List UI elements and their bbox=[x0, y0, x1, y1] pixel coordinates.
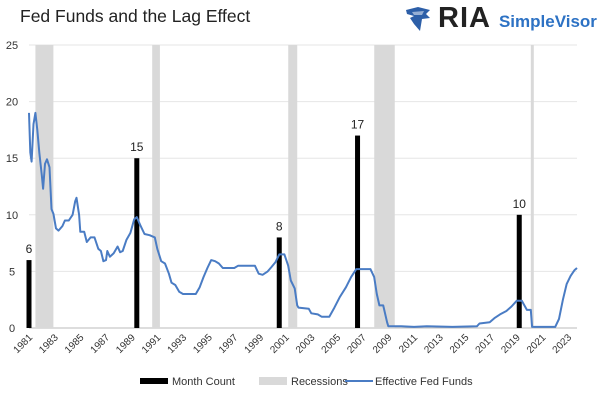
legend-swatch-month-count bbox=[140, 378, 168, 384]
fed-funds-line bbox=[28, 111, 578, 328]
x-tick-label: 2023 bbox=[551, 332, 575, 356]
bar-data-label: 8 bbox=[276, 219, 283, 233]
legend-label: Effective Fed Funds bbox=[375, 376, 473, 388]
x-tick-label: 2001 bbox=[268, 332, 292, 356]
recession-band bbox=[530, 45, 534, 328]
x-tick-label: 2007 bbox=[345, 332, 369, 356]
logo: RIA SimpleVisor bbox=[404, 2, 597, 35]
eagle-logo-icon bbox=[406, 6, 430, 31]
y-tick-label: 10 bbox=[6, 210, 18, 222]
x-tick-label: 2015 bbox=[448, 332, 472, 356]
bar-data-label: 6 bbox=[26, 242, 33, 256]
x-tick-label: 1997 bbox=[217, 332, 241, 356]
y-tick-label: 0 bbox=[9, 323, 15, 335]
legend-label: Month Count bbox=[172, 376, 235, 388]
recession-band bbox=[374, 45, 395, 328]
x-tick-label: 1995 bbox=[191, 332, 215, 356]
recession-band bbox=[35, 45, 54, 328]
legend-label: Recessions bbox=[291, 376, 348, 388]
x-tick-label: 2005 bbox=[320, 332, 344, 356]
x-tick-label: 1985 bbox=[63, 332, 87, 356]
x-tick-label: 2003 bbox=[294, 332, 318, 356]
y-tick-label: 5 bbox=[9, 266, 15, 278]
recession-band bbox=[288, 45, 298, 328]
y-tick-label: 20 bbox=[6, 97, 18, 109]
x-tick-label: 1991 bbox=[140, 332, 164, 356]
y-tick-label: 25 bbox=[6, 40, 18, 52]
bar-data-label: 15 bbox=[130, 140, 144, 154]
chart-title: Fed Funds and the Lag Effect bbox=[20, 6, 251, 26]
recession-band bbox=[152, 45, 160, 328]
x-tick-label: 1999 bbox=[243, 332, 267, 356]
x-tick-label: 2021 bbox=[525, 332, 549, 356]
logo-subtext: SimpleVisor bbox=[498, 11, 597, 31]
x-tick-label: 2017 bbox=[474, 332, 498, 356]
month-count-bar bbox=[276, 237, 282, 328]
x-tick-label: 1989 bbox=[114, 332, 138, 356]
bar-data-label: 17 bbox=[351, 118, 365, 132]
legend-swatch-recessions bbox=[259, 377, 287, 385]
month-count-bar bbox=[26, 260, 32, 328]
x-tick-label: 1987 bbox=[89, 332, 113, 356]
x-tick-label: 2011 bbox=[397, 332, 420, 355]
x-tick-label: 1981 bbox=[12, 332, 36, 356]
x-tick-label: 2019 bbox=[499, 332, 523, 356]
month-count-bar bbox=[134, 158, 140, 328]
x-tick-label: 1983 bbox=[37, 332, 61, 356]
month-count-bar bbox=[516, 214, 522, 328]
month-count-bar bbox=[355, 135, 361, 328]
logo-text: RIA bbox=[438, 2, 491, 34]
x-tick-label: 2009 bbox=[371, 332, 395, 356]
x-tick-label: 1993 bbox=[166, 332, 190, 356]
y-tick-label: 15 bbox=[6, 153, 18, 165]
x-tick-label: 2013 bbox=[422, 332, 446, 356]
bar-data-label: 10 bbox=[513, 197, 527, 211]
